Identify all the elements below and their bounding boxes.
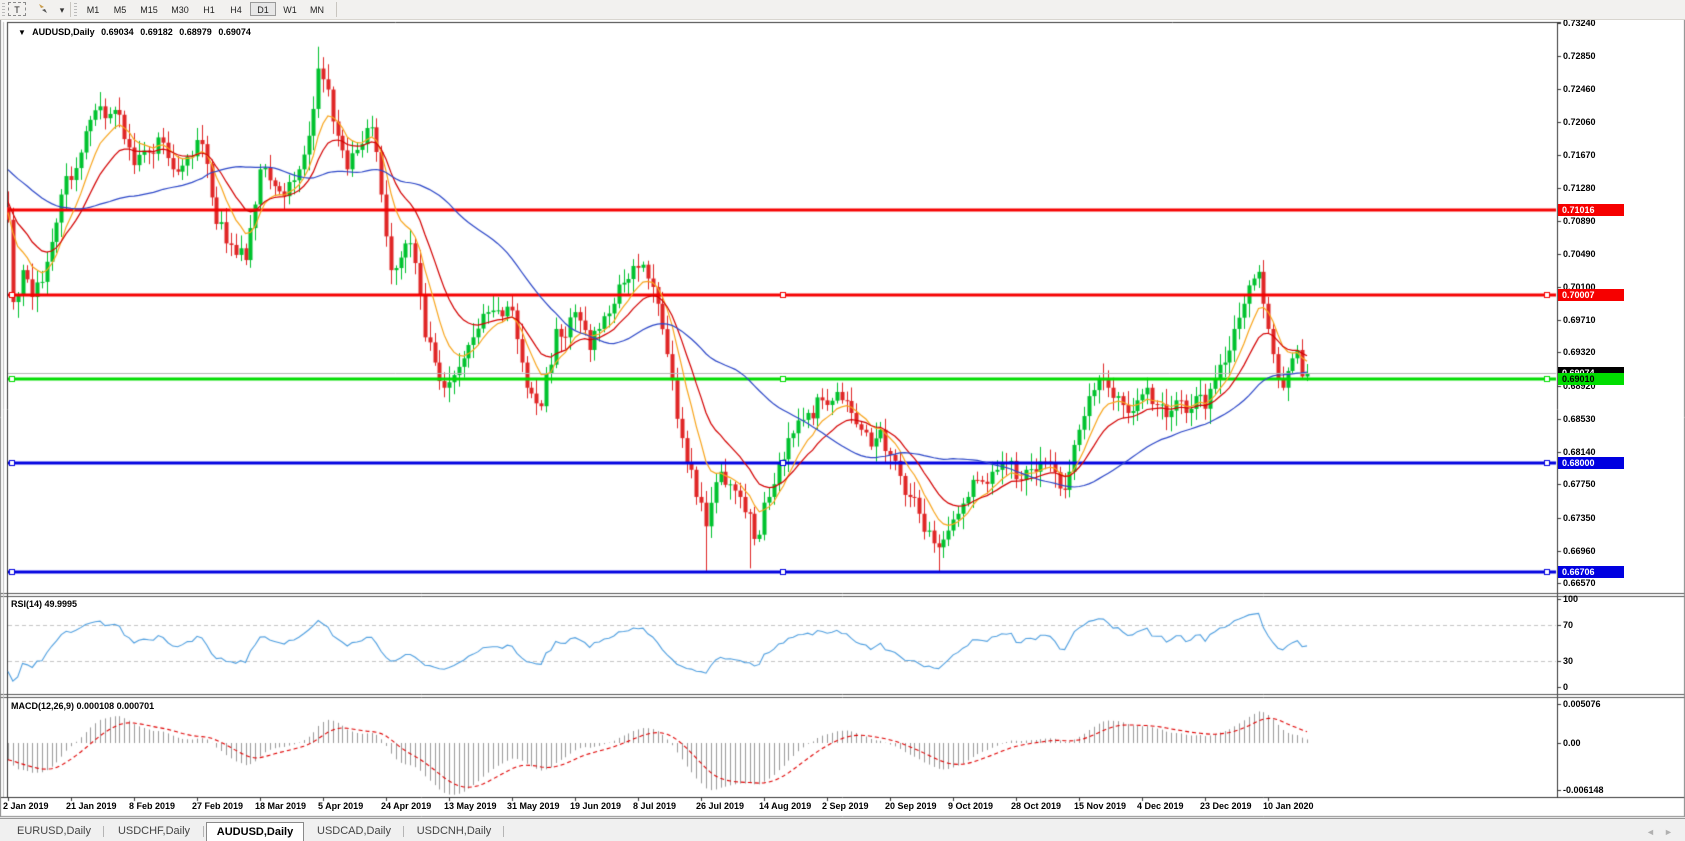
- date-tick-label: 2 Jan 2019: [3, 801, 49, 811]
- chart-title: ▼ AUDUSD,Daily 0.69034 0.69182 0.68979 0…: [18, 27, 255, 37]
- timeframe-button-h1[interactable]: H1: [196, 2, 222, 16]
- date-tick-label: 21 Jan 2019: [66, 801, 117, 811]
- rsi-tick-label: 70: [1563, 620, 1574, 630]
- timeframe-button-d1[interactable]: D1: [250, 2, 276, 16]
- tab-separator: [103, 826, 104, 837]
- date-tick-label: 14 Aug 2019: [759, 801, 812, 811]
- tab-scroll-right-icon[interactable]: ►: [1664, 827, 1673, 837]
- chart-tab-usdchf[interactable]: USDCHF,Daily: [117, 825, 191, 837]
- date-tick-label: 2 Sep 2019: [822, 801, 869, 811]
- timeframe-button-m5[interactable]: M5: [107, 2, 133, 16]
- tab-separator: [503, 826, 504, 837]
- macd-tick-label: 0.00: [1563, 738, 1581, 748]
- cursor-tool-dropdown-arrow[interactable]: ▾: [59, 5, 65, 15]
- price-tick-label: 0.66570: [1563, 578, 1596, 588]
- cursor-tool-button[interactable]: [32, 2, 54, 16]
- chart-symbol-period: AUDUSD,Daily: [32, 27, 95, 37]
- price-level-badge: 0.69010: [1558, 373, 1624, 385]
- price-tick-label: 0.69710: [1563, 315, 1596, 325]
- timeframe-button-m30[interactable]: M30: [165, 2, 195, 16]
- toolbar-separator-2: [336, 2, 337, 17]
- ohlc-close: 0.69074: [218, 27, 251, 37]
- price-tick-label: 0.70100: [1563, 282, 1596, 292]
- tab-separator: [203, 826, 204, 837]
- chart-tab-eurusd[interactable]: EURUSD,Daily: [17, 825, 91, 837]
- ohlc-open: 0.69034: [101, 27, 134, 37]
- toolbar-separator: [70, 2, 71, 17]
- date-tick-label: 4 Dec 2019: [1137, 801, 1184, 811]
- rsi-label: RSI(14) 49.9995: [11, 599, 78, 609]
- price-tick-label: 0.73240: [1563, 18, 1596, 28]
- date-tick-label: 8 Jul 2019: [633, 801, 677, 811]
- price-level-badge: 0.68000: [1558, 457, 1624, 469]
- price-tick-label: 0.68530: [1563, 414, 1596, 424]
- date-tick-label: 23 Dec 2019: [1200, 801, 1252, 811]
- date-tick-label: 24 Apr 2019: [381, 801, 432, 811]
- price-tick-label: 0.70890: [1563, 216, 1596, 226]
- timeframe-button-m15[interactable]: M15: [134, 2, 164, 16]
- price-level-badge: 0.71016: [1558, 204, 1624, 216]
- price-level-badge: 0.66706: [1558, 566, 1624, 578]
- chart-tab-bar: ◄ ► EURUSD,Daily USDCHF,Daily AUDUSD,Daily…: [0, 818, 1685, 841]
- text-tool-button[interactable]: T: [8, 2, 26, 16]
- date-tick-label: 9 Oct 2019: [948, 801, 994, 811]
- chart-tab-usdcnh[interactable]: USDCNH,Daily: [416, 825, 492, 837]
- price-tick-label: 0.72850: [1563, 51, 1596, 61]
- date-tick-label: 18 Mar 2019: [255, 801, 307, 811]
- price-tick-label: 0.67350: [1563, 513, 1596, 523]
- collapse-arrow-icon[interactable]: ▼: [18, 28, 26, 37]
- ohlc-low: 0.68979: [179, 27, 212, 37]
- date-tick-label: 5 Apr 2019: [318, 801, 364, 811]
- price-tick-label: 0.66960: [1563, 546, 1596, 556]
- rsi-tick-label: 100: [1563, 594, 1579, 604]
- price-tick-label: 0.68920: [1563, 381, 1596, 391]
- tab-scroll-left-icon[interactable]: ◄: [1646, 827, 1655, 837]
- price-tick-label: 0.72460: [1563, 84, 1596, 94]
- price-tick-label: 0.71280: [1563, 183, 1596, 193]
- price-tick-label: 0.72060: [1563, 117, 1596, 127]
- date-tick-label: 20 Sep 2019: [885, 801, 937, 811]
- date-tick-label: 8 Feb 2019: [129, 801, 176, 811]
- timeframe-button-m1[interactable]: M1: [80, 2, 106, 16]
- ohlc-high: 0.69182: [140, 27, 173, 37]
- rsi-tick-label: 0: [1563, 682, 1569, 692]
- macd-label: MACD(12,26,9) 0.000108 0.000701: [11, 701, 155, 711]
- date-tick-label: 19 Jun 2019: [570, 801, 622, 811]
- date-tick-label: 27 Feb 2019: [192, 801, 244, 811]
- date-tick-label: 28 Oct 2019: [1011, 801, 1062, 811]
- chart-tab-audusd[interactable]: AUDUSD,Daily: [206, 822, 304, 841]
- cursor-arrows-icon: [39, 4, 47, 13]
- timeframe-button-mn[interactable]: MN: [304, 2, 330, 16]
- price-level-badge: 0.70007: [1558, 289, 1624, 301]
- price-tick-label: 0.67750: [1563, 479, 1596, 489]
- date-tick-label: 13 May 2019: [444, 801, 497, 811]
- date-tick-label: 10 Jan 2020: [1263, 801, 1314, 811]
- macd-tick-label: -0.006148: [1563, 785, 1604, 795]
- price-tick-label: 0.70490: [1563, 249, 1596, 259]
- price-tick-label: 0.69320: [1563, 347, 1596, 357]
- date-tick-label: 15 Nov 2019: [1074, 801, 1127, 811]
- rsi-tick-label: 30: [1563, 656, 1574, 666]
- timeframe-button-w1[interactable]: W1: [277, 2, 303, 16]
- toolbar-grip-2[interactable]: [74, 3, 77, 16]
- date-tick-label: 31 May 2019: [507, 801, 560, 811]
- price-tick-label: 0.68140: [1563, 447, 1596, 457]
- macd-tick-label: 0.005076: [1563, 699, 1601, 709]
- chart-tab-usdcad[interactable]: USDCAD,Daily: [317, 825, 391, 837]
- price-tick-label: 0.71670: [1563, 150, 1596, 160]
- timeframe-button-h4[interactable]: H4: [223, 2, 249, 16]
- toolbar-grip[interactable]: [2, 3, 5, 16]
- date-tick-label: 26 Jul 2019: [696, 801, 745, 811]
- tab-separator: [403, 826, 404, 837]
- toolbar: T ▾ M1 M5 M15 M30 H1 H4 D1 W1 MN: [0, 0, 1685, 20]
